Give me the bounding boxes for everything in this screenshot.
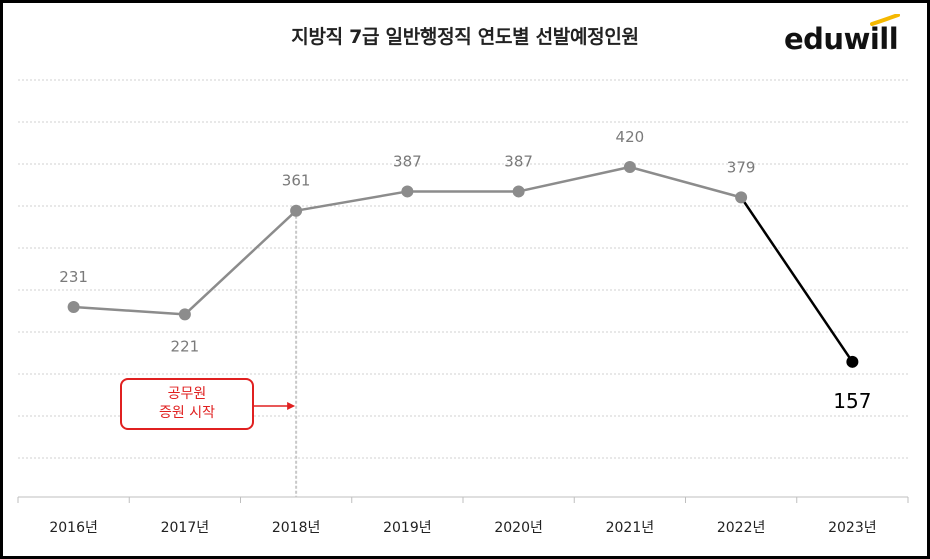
x-tick-label: 2021년 [606, 520, 655, 536]
x-tick-label: 2017년 [161, 520, 210, 536]
annotation-box: 공무원 증원 시작 [120, 378, 254, 430]
chart-title: 지방직 7급 일반행정직 연도별 선발예정인원 [291, 26, 639, 48]
x-tick-label: 2018년 [272, 520, 321, 536]
series-line-highlight [740, 196, 854, 363]
data-point [623, 161, 636, 173]
x-tick-label: 2016년 [49, 520, 98, 536]
annotation-line-1: 공무원 [167, 386, 207, 402]
data-label: 387 [393, 152, 422, 170]
data-label: 379 [727, 158, 756, 176]
x-tick-label: 2022년 [717, 520, 766, 536]
data-label: 157 [833, 389, 871, 413]
data-point [846, 355, 859, 368]
data-point [401, 185, 414, 198]
data-point [178, 308, 191, 321]
data-label: 387 [504, 152, 533, 170]
x-tick-label: 2020년 [494, 520, 543, 536]
annotation-line-2: 증원 시작 [159, 405, 215, 421]
data-point [735, 191, 748, 204]
data-label: 420 [616, 128, 645, 146]
data-point [512, 185, 525, 198]
data-point [67, 301, 80, 313]
data-label: 361 [282, 172, 311, 190]
eduwill-logo: eduwill [784, 14, 904, 60]
x-tick-label: 2019년 [383, 520, 432, 536]
annotation-arrow-head [287, 402, 296, 410]
data-label: 231 [59, 268, 88, 286]
data-label: 221 [171, 337, 200, 355]
x-tick-label: 2023년 [828, 520, 877, 536]
logo-accent-mark [870, 14, 900, 26]
data-point [290, 204, 303, 217]
logo-text: eduwill [784, 22, 899, 56]
